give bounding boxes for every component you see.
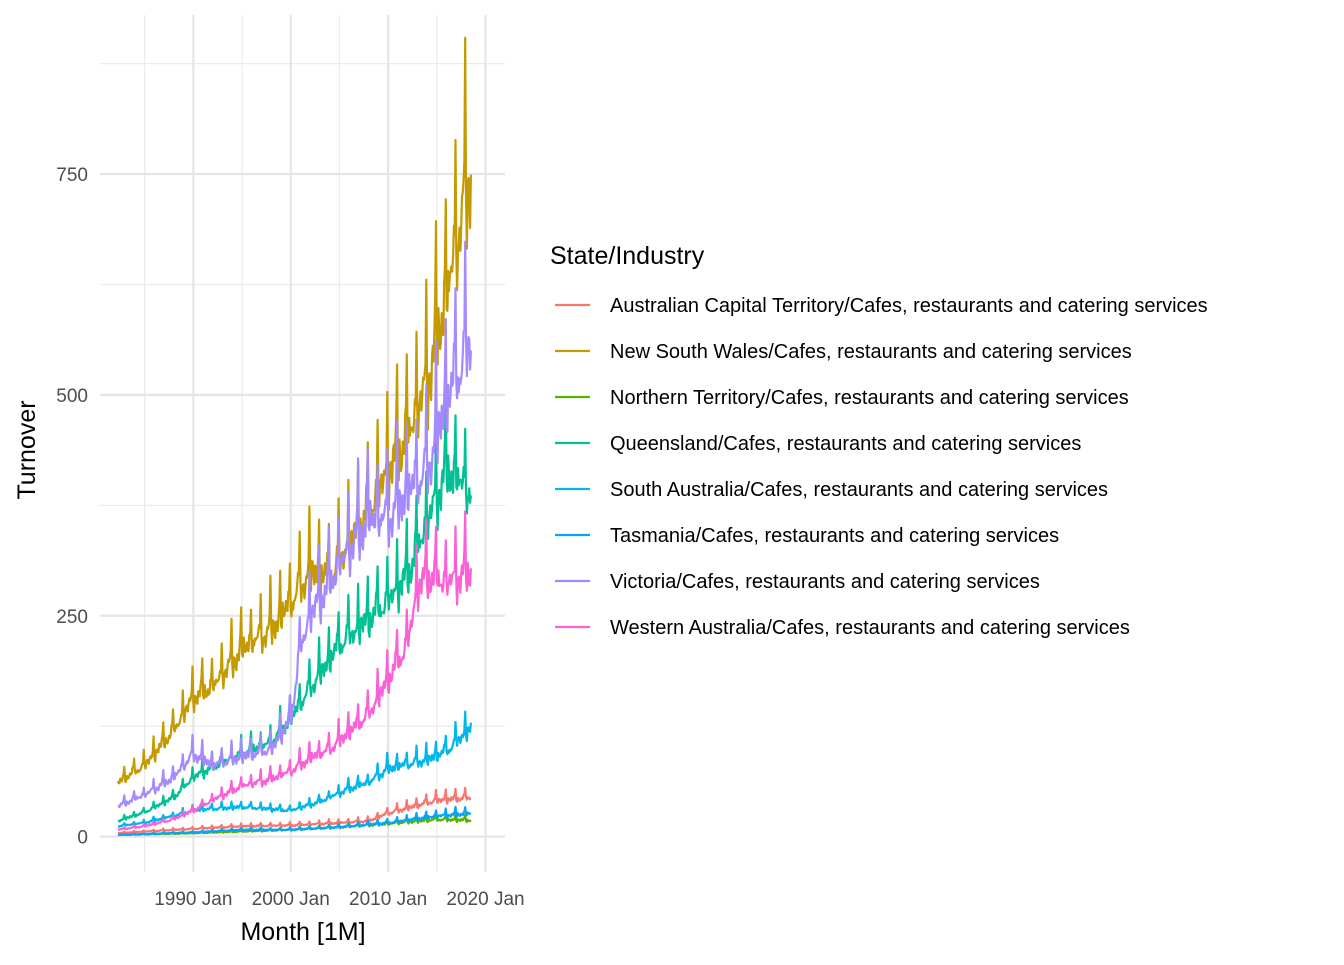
series-line	[117, 805, 472, 837]
x-tick-label: 1990 Jan	[154, 889, 232, 910]
legend-label: Queensland/Cafes, restaurants and cateri…	[610, 433, 1081, 455]
legend-label: Victoria/Cafes, restaurants and catering…	[610, 571, 1040, 593]
series-layer	[116, 36, 472, 837]
series-line	[117, 240, 472, 809]
x-tick-label: 2020 Jan	[446, 889, 524, 910]
series-line	[117, 386, 472, 823]
y-tick-label: 500	[56, 386, 88, 407]
plot-panel	[100, 15, 505, 872]
legend-title: State/Industry	[550, 242, 705, 270]
legend-item: Victoria/Cafes, restaurants and catering…	[555, 571, 1040, 593]
axes-layer: 1990 Jan 2000 Jan 2010 Jan 2020 Jan 0 250 500 7…	[56, 165, 524, 910]
legend-item: Tasmania/Cafes, restaurants and catering…	[555, 525, 1059, 547]
x-axis-title: Month [1M]	[240, 918, 365, 946]
legend-item: Australian Capital Territory/Cafes, rest…	[555, 295, 1208, 317]
legend-label: Tasmania/Cafes, restaurants and catering…	[610, 525, 1059, 547]
y-tick-label: 0	[77, 828, 88, 849]
legend: State/Industry Australian Capital Territ…	[550, 242, 1208, 639]
legend-item: New South Wales/Cafes, restaurants and c…	[555, 341, 1132, 363]
y-tick-label: 750	[56, 165, 88, 186]
legend-label: New South Wales/Cafes, restaurants and c…	[610, 341, 1132, 363]
legend-item: Northern Territory/Cafes, restaurants an…	[555, 387, 1129, 409]
y-axis-title: Turnover	[13, 400, 41, 499]
series-line	[116, 36, 472, 785]
legend-item: Western Australia/Cafes, restaurants and…	[555, 617, 1130, 639]
legend-item: South Australia/Cafes, restaurants and c…	[555, 479, 1108, 501]
legend-label: Australian Capital Territory/Cafes, rest…	[610, 295, 1208, 317]
y-tick-label: 250	[56, 607, 88, 628]
series-line	[117, 510, 472, 831]
legend-label: Northern Territory/Cafes, restaurants an…	[610, 387, 1129, 409]
series-line	[117, 786, 472, 835]
series-line	[117, 710, 472, 828]
legend-item: Queensland/Cafes, restaurants and cateri…	[555, 433, 1081, 455]
legend-label: South Australia/Cafes, restaurants and c…	[610, 479, 1108, 501]
x-tick-label: 2000 Jan	[252, 889, 330, 910]
legend-label: Western Australia/Cafes, restaurants and…	[610, 617, 1130, 639]
x-tick-label: 2010 Jan	[349, 889, 427, 910]
